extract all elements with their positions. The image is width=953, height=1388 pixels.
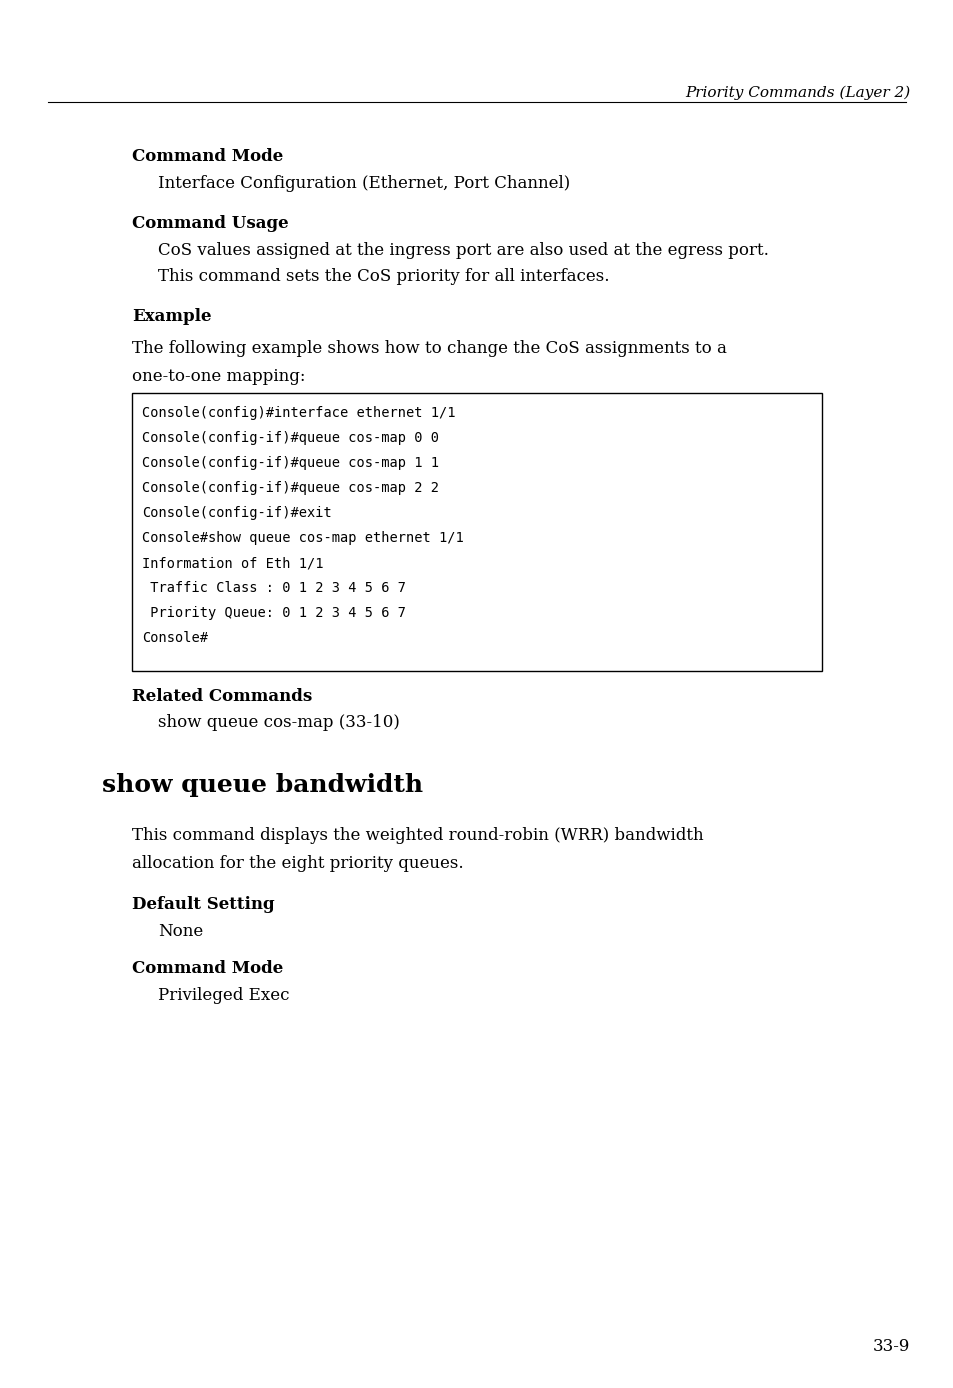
Text: Interface Configuration (Ethernet, Port Channel): Interface Configuration (Ethernet, Port … [158, 175, 570, 192]
Text: Traffic Class : 0 1 2 3 4 5 6 7: Traffic Class : 0 1 2 3 4 5 6 7 [142, 582, 406, 595]
Text: show queue bandwidth: show queue bandwidth [102, 773, 423, 797]
Text: Privileged Exec: Privileged Exec [158, 987, 289, 1004]
Text: Command Mode: Command Mode [132, 149, 283, 165]
Text: Console(config-if)#queue cos-map 1 1: Console(config-if)#queue cos-map 1 1 [142, 457, 438, 471]
Text: allocation for the eight priority queues.: allocation for the eight priority queues… [132, 855, 463, 872]
Text: Console#: Console# [142, 632, 208, 645]
Text: Command Usage: Command Usage [132, 215, 289, 232]
Text: show queue cos-map (33-10): show queue cos-map (33-10) [158, 713, 399, 731]
Text: Information of Eth 1/1: Information of Eth 1/1 [142, 557, 323, 570]
Text: Console(config-if)#queue cos-map 0 0: Console(config-if)#queue cos-map 0 0 [142, 432, 438, 446]
Text: CoS values assigned at the ingress port are also used at the egress port.: CoS values assigned at the ingress port … [158, 242, 768, 260]
Text: Console(config-if)#exit: Console(config-if)#exit [142, 507, 332, 520]
Text: Console#show queue cos-map ethernet 1/1: Console#show queue cos-map ethernet 1/1 [142, 532, 463, 545]
Text: Example: Example [132, 308, 212, 325]
Text: Console(config)#interface ethernet 1/1: Console(config)#interface ethernet 1/1 [142, 407, 455, 421]
Text: This command displays the weighted round-robin (WRR) bandwidth: This command displays the weighted round… [132, 827, 703, 844]
Text: Related Commands: Related Commands [132, 688, 312, 705]
Text: Default Setting: Default Setting [132, 897, 274, 913]
Text: Console(config-if)#queue cos-map 2 2: Console(config-if)#queue cos-map 2 2 [142, 482, 438, 496]
Text: one-to-one mapping:: one-to-one mapping: [132, 368, 305, 384]
Text: Priority Commands (Layer 2): Priority Commands (Layer 2) [684, 86, 909, 100]
Bar [132, 393, 821, 670]
Text: None: None [158, 923, 203, 940]
Text: The following example shows how to change the CoS assignments to a: The following example shows how to chang… [132, 340, 726, 357]
Text: This command sets the CoS priority for all interfaces.: This command sets the CoS priority for a… [158, 268, 609, 285]
Text: Priority Queue: 0 1 2 3 4 5 6 7: Priority Queue: 0 1 2 3 4 5 6 7 [142, 607, 406, 620]
Text: Command Mode: Command Mode [132, 960, 283, 977]
Text: 33-9: 33-9 [872, 1338, 909, 1355]
